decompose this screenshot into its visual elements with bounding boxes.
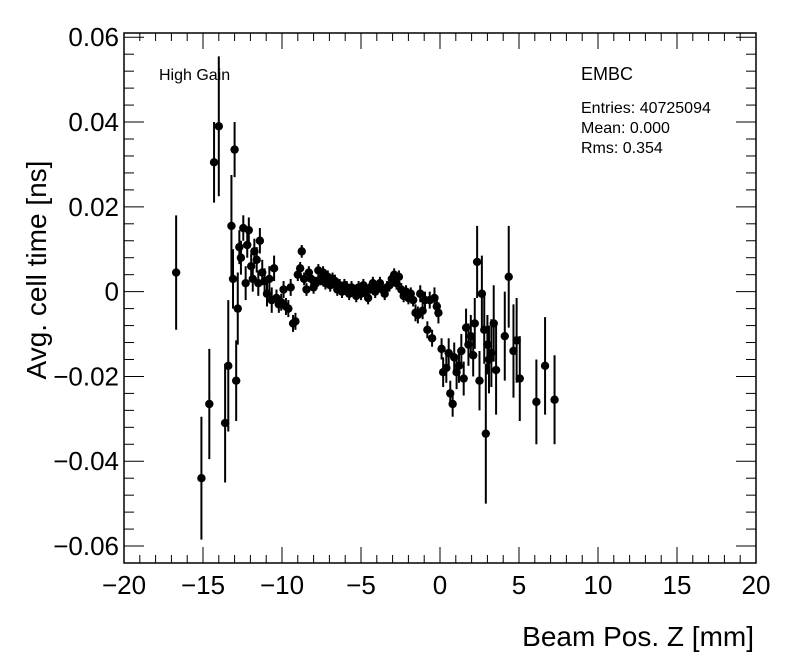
y-tick-label: −0.04 bbox=[53, 446, 119, 476]
data-point bbox=[472, 257, 482, 267]
data-point bbox=[244, 225, 254, 235]
x-axis-title: Beam Pos. Z [mm] bbox=[522, 621, 754, 652]
y-axis-title: Avg. cell time [ns] bbox=[21, 161, 52, 380]
x-tick-label: −20 bbox=[102, 570, 146, 600]
data-point bbox=[509, 346, 518, 356]
mean-stat: Mean: 0.000 bbox=[581, 120, 670, 137]
data-point bbox=[243, 240, 252, 250]
data-point bbox=[254, 278, 263, 288]
data-point bbox=[475, 376, 484, 385]
data-point bbox=[515, 374, 524, 383]
data-point bbox=[302, 285, 311, 294]
data-point bbox=[230, 145, 239, 154]
data-point bbox=[408, 295, 418, 305]
data-point bbox=[483, 340, 492, 349]
tick-labels: −20 −15 −10 −5 0 5 10 15 20 −0.06 −0.04 −0.02 0 0.02 0… bbox=[53, 22, 770, 600]
data-point bbox=[205, 399, 214, 409]
rms-stat: Rms: 0.354 bbox=[581, 140, 663, 157]
data-point bbox=[209, 158, 219, 167]
data-point bbox=[252, 255, 261, 265]
data-point bbox=[500, 331, 509, 341]
data-point bbox=[477, 289, 487, 298]
data-point bbox=[279, 285, 288, 294]
data-point bbox=[532, 397, 541, 407]
data-point bbox=[295, 264, 305, 273]
data-point bbox=[235, 242, 244, 252]
x-tick-label: 20 bbox=[742, 570, 771, 600]
x-tick-label: −15 bbox=[181, 570, 225, 600]
y-tick-label: 0.04 bbox=[68, 107, 119, 137]
data-point bbox=[269, 264, 279, 273]
data-point bbox=[286, 283, 295, 292]
data-point bbox=[540, 361, 550, 371]
data-point bbox=[262, 289, 272, 298]
data-point bbox=[448, 399, 457, 409]
gain-label: High Gain bbox=[159, 67, 230, 84]
data-point bbox=[550, 395, 559, 404]
data-point bbox=[480, 325, 489, 334]
y-tick-label: −0.06 bbox=[53, 531, 119, 561]
data-point bbox=[241, 278, 250, 288]
data-point bbox=[224, 361, 233, 371]
data-point bbox=[457, 346, 466, 356]
axis-ticks bbox=[123, 33, 757, 564]
data-point bbox=[459, 374, 468, 383]
data-point bbox=[468, 351, 478, 360]
x-tick-label: −5 bbox=[346, 570, 376, 600]
data-point bbox=[231, 376, 241, 385]
data-point bbox=[284, 304, 293, 313]
data-point bbox=[481, 429, 491, 438]
data-point bbox=[489, 319, 498, 328]
data-point bbox=[504, 272, 513, 281]
data-point bbox=[512, 336, 521, 345]
data-point bbox=[299, 274, 309, 284]
x-tick-label: 10 bbox=[584, 570, 613, 600]
data-point bbox=[394, 272, 404, 281]
data-point bbox=[171, 268, 181, 277]
data-point bbox=[434, 308, 443, 318]
data-point bbox=[255, 236, 265, 245]
data-point bbox=[423, 325, 432, 334]
data-point bbox=[228, 274, 238, 284]
data-point bbox=[291, 317, 300, 326]
calorimeter-label: EMBC bbox=[581, 64, 633, 84]
y-tick-label: 0 bbox=[105, 277, 119, 307]
data-point bbox=[236, 253, 246, 262]
data-point bbox=[233, 304, 242, 313]
data-point bbox=[197, 474, 206, 483]
data-points bbox=[171, 56, 559, 540]
y-tick-label: 0.02 bbox=[68, 192, 119, 222]
data-point bbox=[220, 418, 230, 428]
x-tick-label: 0 bbox=[433, 570, 447, 600]
x-tick-label: −10 bbox=[260, 570, 304, 600]
x-tick-label: 15 bbox=[663, 570, 692, 600]
data-point bbox=[227, 221, 236, 231]
data-point bbox=[297, 247, 306, 256]
data-point bbox=[418, 306, 427, 315]
data-point bbox=[470, 319, 479, 328]
data-point bbox=[265, 274, 274, 284]
data-point bbox=[363, 293, 373, 303]
data-point bbox=[416, 289, 425, 298]
data-point bbox=[437, 344, 446, 354]
data-point bbox=[491, 365, 501, 375]
x-tick-label: 5 bbox=[512, 570, 526, 600]
data-point bbox=[214, 122, 223, 131]
data-point bbox=[427, 334, 437, 343]
y-tick-label: −0.02 bbox=[53, 361, 119, 391]
entries-stat: Entries: 40725094 bbox=[581, 100, 711, 117]
y-tick-label: 0.06 bbox=[68, 22, 119, 52]
